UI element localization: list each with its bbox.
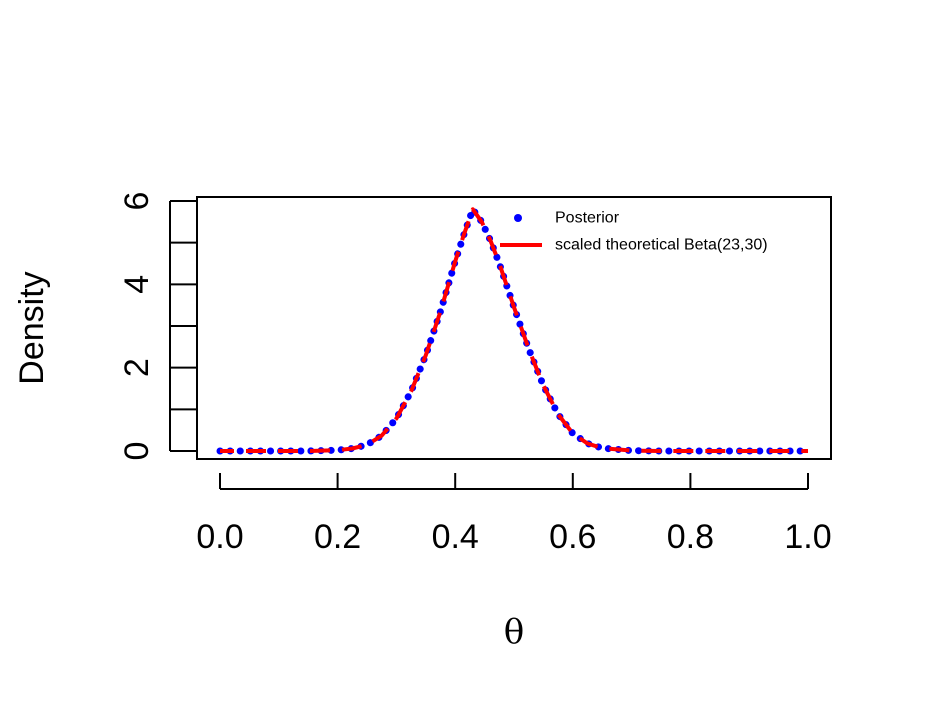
plot-frame — [196, 196, 832, 460]
beta-theoretical-line — [220, 207, 808, 453]
legend-label-beta: scaled theoretical Beta(23,30) — [555, 237, 768, 254]
x-tick-label: 0.2 — [314, 518, 361, 556]
x-tick-label: 1.0 — [784, 518, 831, 556]
y-tick-label: 0 — [118, 442, 156, 461]
legend: Posterior scaled theoretical Beta(23,30) — [500, 210, 768, 254]
x-tick-label: 0.8 — [667, 518, 714, 556]
x-tick-label: 0.0 — [196, 518, 243, 556]
y-axis: 0 2 4 6 — [118, 192, 197, 461]
legend-label-posterior: Posterior — [555, 210, 620, 227]
y-tick-label: 2 — [118, 358, 156, 377]
y-tick-label: 4 — [118, 275, 156, 294]
y-tick-label: 6 — [118, 192, 156, 211]
legend-posterior-marker — [514, 214, 522, 222]
x-axis-title: θ — [504, 612, 524, 652]
y-axis-title: Density — [13, 271, 51, 384]
x-tick-label: 0.4 — [432, 518, 479, 556]
x-axis: 0.0 0.2 0.4 0.6 0.8 1.0 — [196, 473, 832, 556]
x-tick-label: 0.6 — [549, 518, 596, 556]
series-layer — [216, 205, 812, 455]
